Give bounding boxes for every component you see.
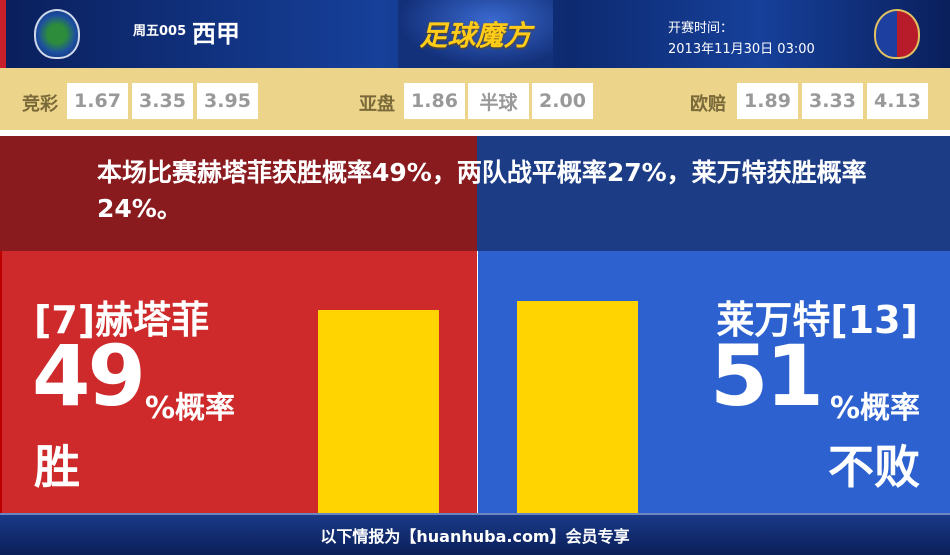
home-percent: 49 bbox=[32, 327, 146, 425]
home-probability-bar bbox=[318, 309, 439, 513]
away-panel: 莱万特[13] 51 %概率 不败 bbox=[478, 251, 950, 513]
prediction-summary: 本场比赛赫塔菲获胜概率49%，两队战平概率27%，莱万特获胜概率24%。 bbox=[97, 158, 867, 223]
home-result: 胜 bbox=[34, 440, 80, 494]
away-probability-bar bbox=[517, 301, 638, 513]
match-number: 周五005 bbox=[133, 24, 187, 39]
jingcai-label: 竞彩 bbox=[22, 94, 58, 115]
home-panel: [7]赫塔菲 49 %概率 胜 bbox=[0, 251, 477, 513]
away-team-name: 莱万特[13] bbox=[716, 298, 918, 342]
odds-value: 2.00 bbox=[532, 83, 593, 119]
kickoff-label: 开赛时间： bbox=[668, 21, 734, 36]
odds-value: 1.86 bbox=[404, 83, 465, 119]
odds-value: 4.13 bbox=[867, 83, 928, 119]
league-name: 西甲 bbox=[192, 20, 240, 48]
yapan-label: 亚盘 bbox=[359, 94, 395, 115]
brand-logo: 足球魔方 bbox=[398, 0, 553, 68]
away-result: 不败 bbox=[828, 440, 920, 494]
away-percent: 51 bbox=[710, 327, 824, 425]
member-notice[interactable]: 以下情报为【huanhuba.com】会员专享 bbox=[0, 513, 950, 555]
away-team-logo bbox=[874, 9, 920, 59]
odds-bar: 竞彩 1.67 3.35 3.95 亚盘 1.86 半球 2.00 欧赔 1.8… bbox=[0, 68, 950, 130]
kickoff-time: 2013年11月30日 03:00 bbox=[668, 42, 815, 57]
odds-value: 1.67 bbox=[67, 83, 128, 119]
home-team-logo bbox=[34, 9, 80, 59]
summary-bg-home bbox=[0, 136, 477, 251]
oupei-label: 欧赔 bbox=[690, 94, 726, 115]
home-percent-suffix: %概率 bbox=[145, 391, 236, 426]
odds-value: 半球 bbox=[468, 83, 529, 119]
away-percent-suffix: %概率 bbox=[829, 391, 920, 426]
accent-strip bbox=[0, 0, 6, 68]
odds-value: 3.95 bbox=[197, 83, 258, 119]
home-team-name: [7]赫塔菲 bbox=[34, 298, 210, 342]
odds-value: 3.33 bbox=[802, 83, 863, 119]
odds-value: 1.89 bbox=[737, 83, 798, 119]
summary-bg-away bbox=[477, 136, 950, 251]
odds-value: 3.35 bbox=[132, 83, 193, 119]
